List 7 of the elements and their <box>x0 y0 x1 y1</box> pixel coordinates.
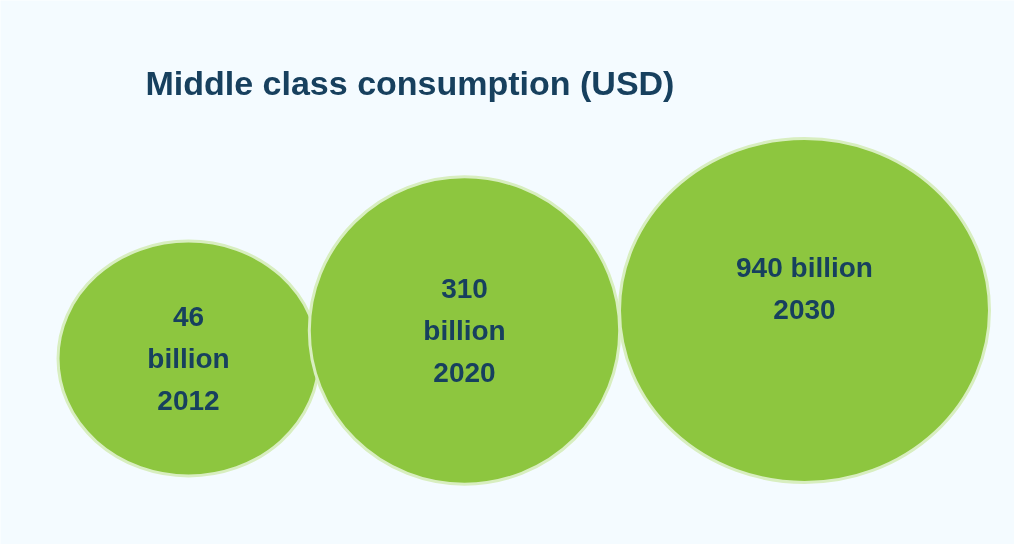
data-label: 310 billion <box>423 273 506 346</box>
data-label: 46 billion <box>147 301 230 374</box>
category-label: 2012 <box>157 384 220 416</box>
text: Middle class consumption (USD) <box>145 63 675 102</box>
category-label: 2030 <box>773 293 836 325</box>
data-label: 940 billion <box>736 252 873 284</box>
category-label: 2020 <box>433 356 496 388</box>
